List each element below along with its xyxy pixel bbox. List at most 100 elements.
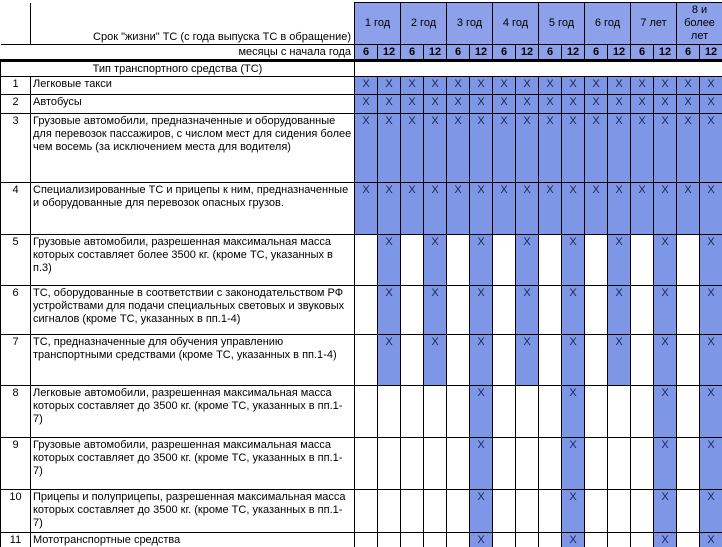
inspection-mark-cell: X xyxy=(561,113,585,183)
empty-cell xyxy=(538,285,562,335)
vehicle-type-label: ТС, предназначенные для обучения управле… xyxy=(30,334,355,386)
inspection-mark-cell: X xyxy=(377,285,401,335)
empty-cell xyxy=(584,437,608,490)
inspection-mark-cell: X xyxy=(676,113,701,183)
empty-cell xyxy=(377,489,401,533)
month-subcolumn-header: 6 xyxy=(446,44,470,62)
empty-cell xyxy=(400,532,424,547)
empty-cell xyxy=(446,385,470,438)
inspection-mark-cell: X xyxy=(400,94,424,114)
inspection-mark-cell: X xyxy=(400,182,424,235)
empty-cell xyxy=(630,285,654,335)
empty-cell xyxy=(354,489,378,533)
inspection-mark-cell: X xyxy=(699,76,722,95)
inspection-mark-cell: X xyxy=(469,234,493,286)
inspection-mark-cell: X xyxy=(561,334,585,386)
empty-cell xyxy=(400,285,424,335)
inspection-mark-cell: X xyxy=(561,532,585,547)
inspection-mark-cell: X xyxy=(561,76,585,95)
inspection-mark-cell: X xyxy=(515,234,539,286)
inspection-mark-cell: X xyxy=(652,385,678,438)
inspection-mark-cell: X xyxy=(377,182,401,235)
inspection-mark-cell: X xyxy=(446,94,470,114)
empty-cell xyxy=(400,489,424,533)
vehicle-type-label: Специализированные ТС и прицепы к ним, п… xyxy=(30,182,355,235)
inspection-mark-cell: X xyxy=(538,182,562,235)
inspection-mark-cell: X xyxy=(652,76,678,95)
inspection-mark-cell: X xyxy=(630,94,654,114)
empty-cell xyxy=(492,385,516,438)
inspection-mark-cell: X xyxy=(446,113,470,183)
inspection-mark-cell: X xyxy=(354,182,378,235)
month-subcolumn-header: 12 xyxy=(652,44,678,62)
vehicle-type-label: Автобусы xyxy=(30,94,355,114)
inspection-mark-cell: X xyxy=(699,334,722,386)
inspection-mark-cell: X xyxy=(469,532,493,547)
inspection-mark-cell: X xyxy=(423,94,447,114)
inspection-mark-cell: X xyxy=(584,182,608,235)
inspection-mark-cell: X xyxy=(354,94,378,114)
table-row: 1 Легковые такси X X X X X X X X X X X X X X X X xyxy=(0,76,722,95)
empty-cell xyxy=(423,532,447,547)
month-subcolumn-header: 12 xyxy=(699,44,722,62)
vehicle-type-label: Легковые автомобили, разрешенная максима… xyxy=(30,385,355,438)
corner-cell xyxy=(0,2,31,45)
empty-cell xyxy=(515,437,539,490)
empty-cell xyxy=(354,532,378,547)
row-number: 8 xyxy=(0,385,31,438)
inspection-mark-cell: X xyxy=(400,113,424,183)
inspection-mark-cell: X xyxy=(469,334,493,386)
month-subcolumn-header: 6 xyxy=(400,44,424,62)
inspection-mark-cell: X xyxy=(607,285,631,335)
inspection-mark-cell: X xyxy=(584,94,608,114)
inspection-mark-cell: X xyxy=(561,182,585,235)
year-column-header: 5 год xyxy=(538,2,585,45)
inspection-mark-cell: X xyxy=(538,113,562,183)
vehicle-type-label: Грузовые автомобили, разрешенная максима… xyxy=(30,437,355,490)
empty-cell xyxy=(446,489,470,533)
empty-cell xyxy=(446,437,470,490)
inspection-mark-cell: X xyxy=(676,94,701,114)
empty-cell xyxy=(515,489,539,533)
inspection-mark-cell: X xyxy=(561,94,585,114)
empty-cell xyxy=(515,532,539,547)
inspection-mark-cell: X xyxy=(607,76,631,95)
inspection-mark-cell: X xyxy=(699,182,722,235)
inspection-mark-cell: X xyxy=(652,437,678,490)
month-subcolumn-header: 6 xyxy=(492,44,516,62)
inspection-mark-cell: X xyxy=(492,76,516,95)
inspection-mark-cell: X xyxy=(652,94,678,114)
empty-cell xyxy=(492,234,516,286)
row-number: 2 xyxy=(0,94,31,114)
inspection-mark-cell: X xyxy=(699,234,722,286)
empty-cell xyxy=(584,334,608,386)
table-row: 8 Легковые автомобили, разрешенная максим… xyxy=(0,385,722,438)
row-number: 3 xyxy=(0,113,31,183)
vehicle-type-label: ТС, оборудованные в соответствии с закон… xyxy=(30,285,355,335)
empty-cell xyxy=(423,489,447,533)
empty-cell xyxy=(607,489,631,533)
inspection-mark-cell: X xyxy=(607,334,631,386)
year-column-header: 7 лет xyxy=(629,2,678,45)
empty-cell xyxy=(354,234,378,286)
empty-cell xyxy=(607,532,631,547)
inspection-mark-cell: X xyxy=(446,76,470,95)
lifetime-header-row: Срок "жизни" ТС (с года выпуска ТС в обр… xyxy=(0,2,722,45)
empty-cell xyxy=(538,489,562,533)
inspection-mark-cell: X xyxy=(561,489,585,533)
inspection-mark-cell: X xyxy=(699,437,722,490)
inspection-mark-cell: X xyxy=(699,385,722,438)
empty-cell xyxy=(676,385,701,438)
table-row: 10 Прицепы и полуприцепы, разрешенная мак… xyxy=(0,489,722,533)
empty-cell xyxy=(676,234,701,286)
inspection-mark-cell: X xyxy=(652,182,678,235)
empty-cell xyxy=(400,334,424,386)
inspection-mark-cell: X xyxy=(469,489,493,533)
empty-cell xyxy=(538,334,562,386)
empty-cell xyxy=(423,385,447,438)
inspection-mark-cell: X xyxy=(492,182,516,235)
inspection-mark-cell: X xyxy=(607,182,631,235)
inspection-mark-cell: X xyxy=(354,113,378,183)
empty-cell xyxy=(446,234,470,286)
